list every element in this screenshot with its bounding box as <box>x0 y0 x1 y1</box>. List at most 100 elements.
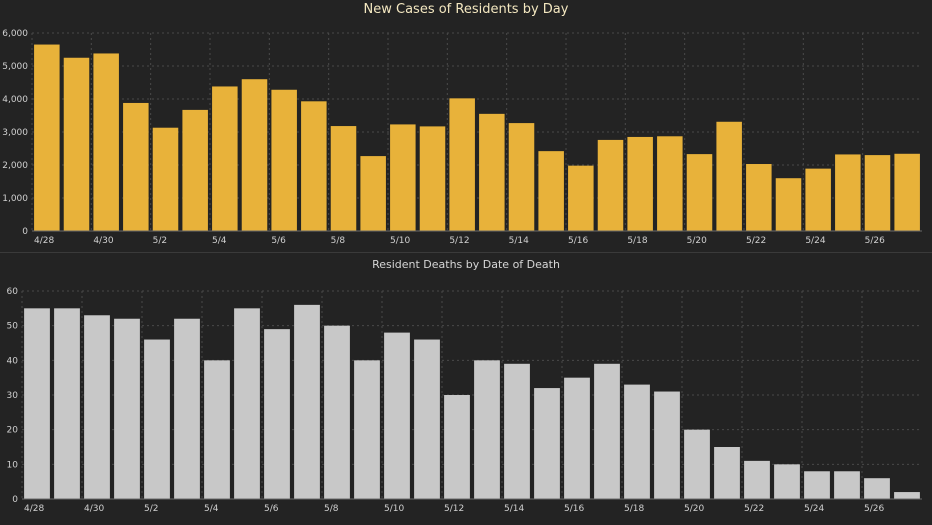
bar-5-13[interactable] <box>474 360 500 499</box>
bar-5-10[interactable] <box>384 332 410 499</box>
bar-5-16[interactable] <box>564 377 590 499</box>
bar-5-11[interactable] <box>414 339 440 499</box>
y-tick-label: 20 <box>7 426 19 436</box>
bar-5-14[interactable] <box>504 363 530 499</box>
bar-5-24[interactable] <box>804 471 830 499</box>
bar-5-18[interactable] <box>624 384 650 499</box>
deaths-chart: 0 10 20 30 40 50 60 4/28 4/30 5/2 5/4 5/6 5/8 5/10 5/1… <box>7 287 922 514</box>
x-tick-label: 4/30 <box>84 504 104 514</box>
bar-5-27[interactable] <box>894 492 920 499</box>
x-tick-label: 4/28 <box>24 504 44 514</box>
y-tick-label: 0 <box>12 495 18 505</box>
x-tick-label: 5/12 <box>449 236 469 246</box>
bar-5-6[interactable] <box>264 329 290 499</box>
bar-5-20[interactable] <box>684 429 710 499</box>
bar-5-19[interactable] <box>654 391 680 499</box>
y-tick-label: 5,000 <box>2 62 28 72</box>
x-tick-label: 5/18 <box>624 504 644 514</box>
bar-5-4[interactable] <box>204 360 230 499</box>
bar-5-8[interactable] <box>330 126 357 231</box>
bar-4-30[interactable] <box>93 53 119 232</box>
x-tick-label: 5/10 <box>384 504 404 514</box>
y-tick-label: 6,000 <box>2 29 28 39</box>
x-tick-label: 5/12 <box>444 504 464 514</box>
y-tick-label: 10 <box>7 460 19 470</box>
x-tick-label: 5/24 <box>805 236 825 246</box>
bar-5-23[interactable] <box>774 464 800 499</box>
x-tick-label: 5/2 <box>153 236 167 246</box>
x-tick-label: 5/2 <box>144 504 158 514</box>
y-tick-label: 2,000 <box>2 161 28 171</box>
bar-5-25[interactable] <box>834 471 860 499</box>
x-tick-label: 5/24 <box>804 504 824 514</box>
x-tick-label: 4/30 <box>93 236 113 246</box>
y-tick-label: 60 <box>7 287 19 297</box>
y-tick-label: 4,000 <box>2 95 28 105</box>
bar-5-1[interactable] <box>123 102 149 232</box>
bar-5-8[interactable] <box>324 325 350 499</box>
bar-5-4[interactable] <box>212 86 238 232</box>
bar-5-26[interactable] <box>864 478 890 499</box>
x-tick-label: 4/28 <box>34 236 54 246</box>
bar-5-3[interactable] <box>174 318 200 499</box>
bar-5-15[interactable] <box>538 151 564 231</box>
bar-5-22[interactable] <box>744 460 770 499</box>
bar-5-12[interactable] <box>449 98 475 231</box>
bar-5-23[interactable] <box>775 178 802 231</box>
bar-5-17[interactable] <box>597 139 624 231</box>
bar-4-29[interactable] <box>63 57 90 231</box>
bar-5-2[interactable] <box>152 127 179 231</box>
x-tick-label: 5/14 <box>504 504 524 514</box>
x-tick-label: 5/14 <box>509 236 529 246</box>
bar-5-18[interactable] <box>627 136 653 231</box>
bar-5-11[interactable] <box>419 126 446 231</box>
bar-5-26[interactable] <box>864 155 891 231</box>
x-tick-label: 5/26 <box>864 504 884 514</box>
x-tick-label: 5/16 <box>564 504 584 514</box>
cases-chart-title: New Cases of Residents by Day <box>363 2 569 17</box>
x-tick-label: 5/18 <box>627 236 647 246</box>
x-tick-label: 5/6 <box>264 504 279 514</box>
x-tick-label: 5/10 <box>390 236 410 246</box>
bar-5-10[interactable] <box>390 124 416 231</box>
bar-5-7[interactable] <box>301 101 327 231</box>
x-tick-label: 5/20 <box>684 504 704 514</box>
bar-5-3[interactable] <box>182 109 208 231</box>
bar-5-9[interactable] <box>360 156 386 231</box>
bar-5-5[interactable] <box>234 308 260 499</box>
bar-5-24[interactable] <box>805 168 831 231</box>
deaths-chart-title: Resident Deaths by Date of Death <box>372 258 560 271</box>
bar-5-22[interactable] <box>746 164 772 231</box>
bar-4-28[interactable] <box>24 308 50 499</box>
y-tick-label: 1,000 <box>2 194 28 204</box>
bar-5-19[interactable] <box>657 136 683 231</box>
y-tick-label: 0 <box>22 227 28 237</box>
bar-5-1[interactable] <box>114 318 140 499</box>
x-tick-label: 5/22 <box>744 504 764 514</box>
bar-5-5[interactable] <box>241 79 268 231</box>
bar-5-25[interactable] <box>835 154 861 231</box>
bar-5-12[interactable] <box>444 395 470 499</box>
bar-4-30[interactable] <box>84 315 110 499</box>
bar-5-21[interactable] <box>714 447 740 499</box>
bar-5-14[interactable] <box>508 123 535 231</box>
cases-chart: 0 1,000 2,000 3,000 4,000 5,000 6,000 4/28 4/30 5… <box>2 29 922 246</box>
bar-5-20[interactable] <box>686 154 713 231</box>
bar-5-17[interactable] <box>594 363 620 499</box>
bar-5-7[interactable] <box>294 304 320 499</box>
bar-5-27[interactable] <box>894 153 920 231</box>
x-tick-label: 5/26 <box>865 236 885 246</box>
x-tick-label: 5/8 <box>331 236 346 246</box>
bar-4-29[interactable] <box>54 308 80 499</box>
x-tick-label: 5/6 <box>271 236 286 246</box>
bar-4-28[interactable] <box>34 44 60 231</box>
bar-5-16[interactable] <box>568 165 594 231</box>
bar-5-2[interactable] <box>144 339 170 499</box>
bar-5-6[interactable] <box>271 89 297 231</box>
x-tick-label: 5/20 <box>687 236 707 246</box>
bar-5-9[interactable] <box>354 360 380 499</box>
x-tick-label: 5/8 <box>324 504 339 514</box>
bar-5-21[interactable] <box>716 121 742 231</box>
bar-5-13[interactable] <box>479 113 505 231</box>
bar-5-15[interactable] <box>534 388 560 499</box>
